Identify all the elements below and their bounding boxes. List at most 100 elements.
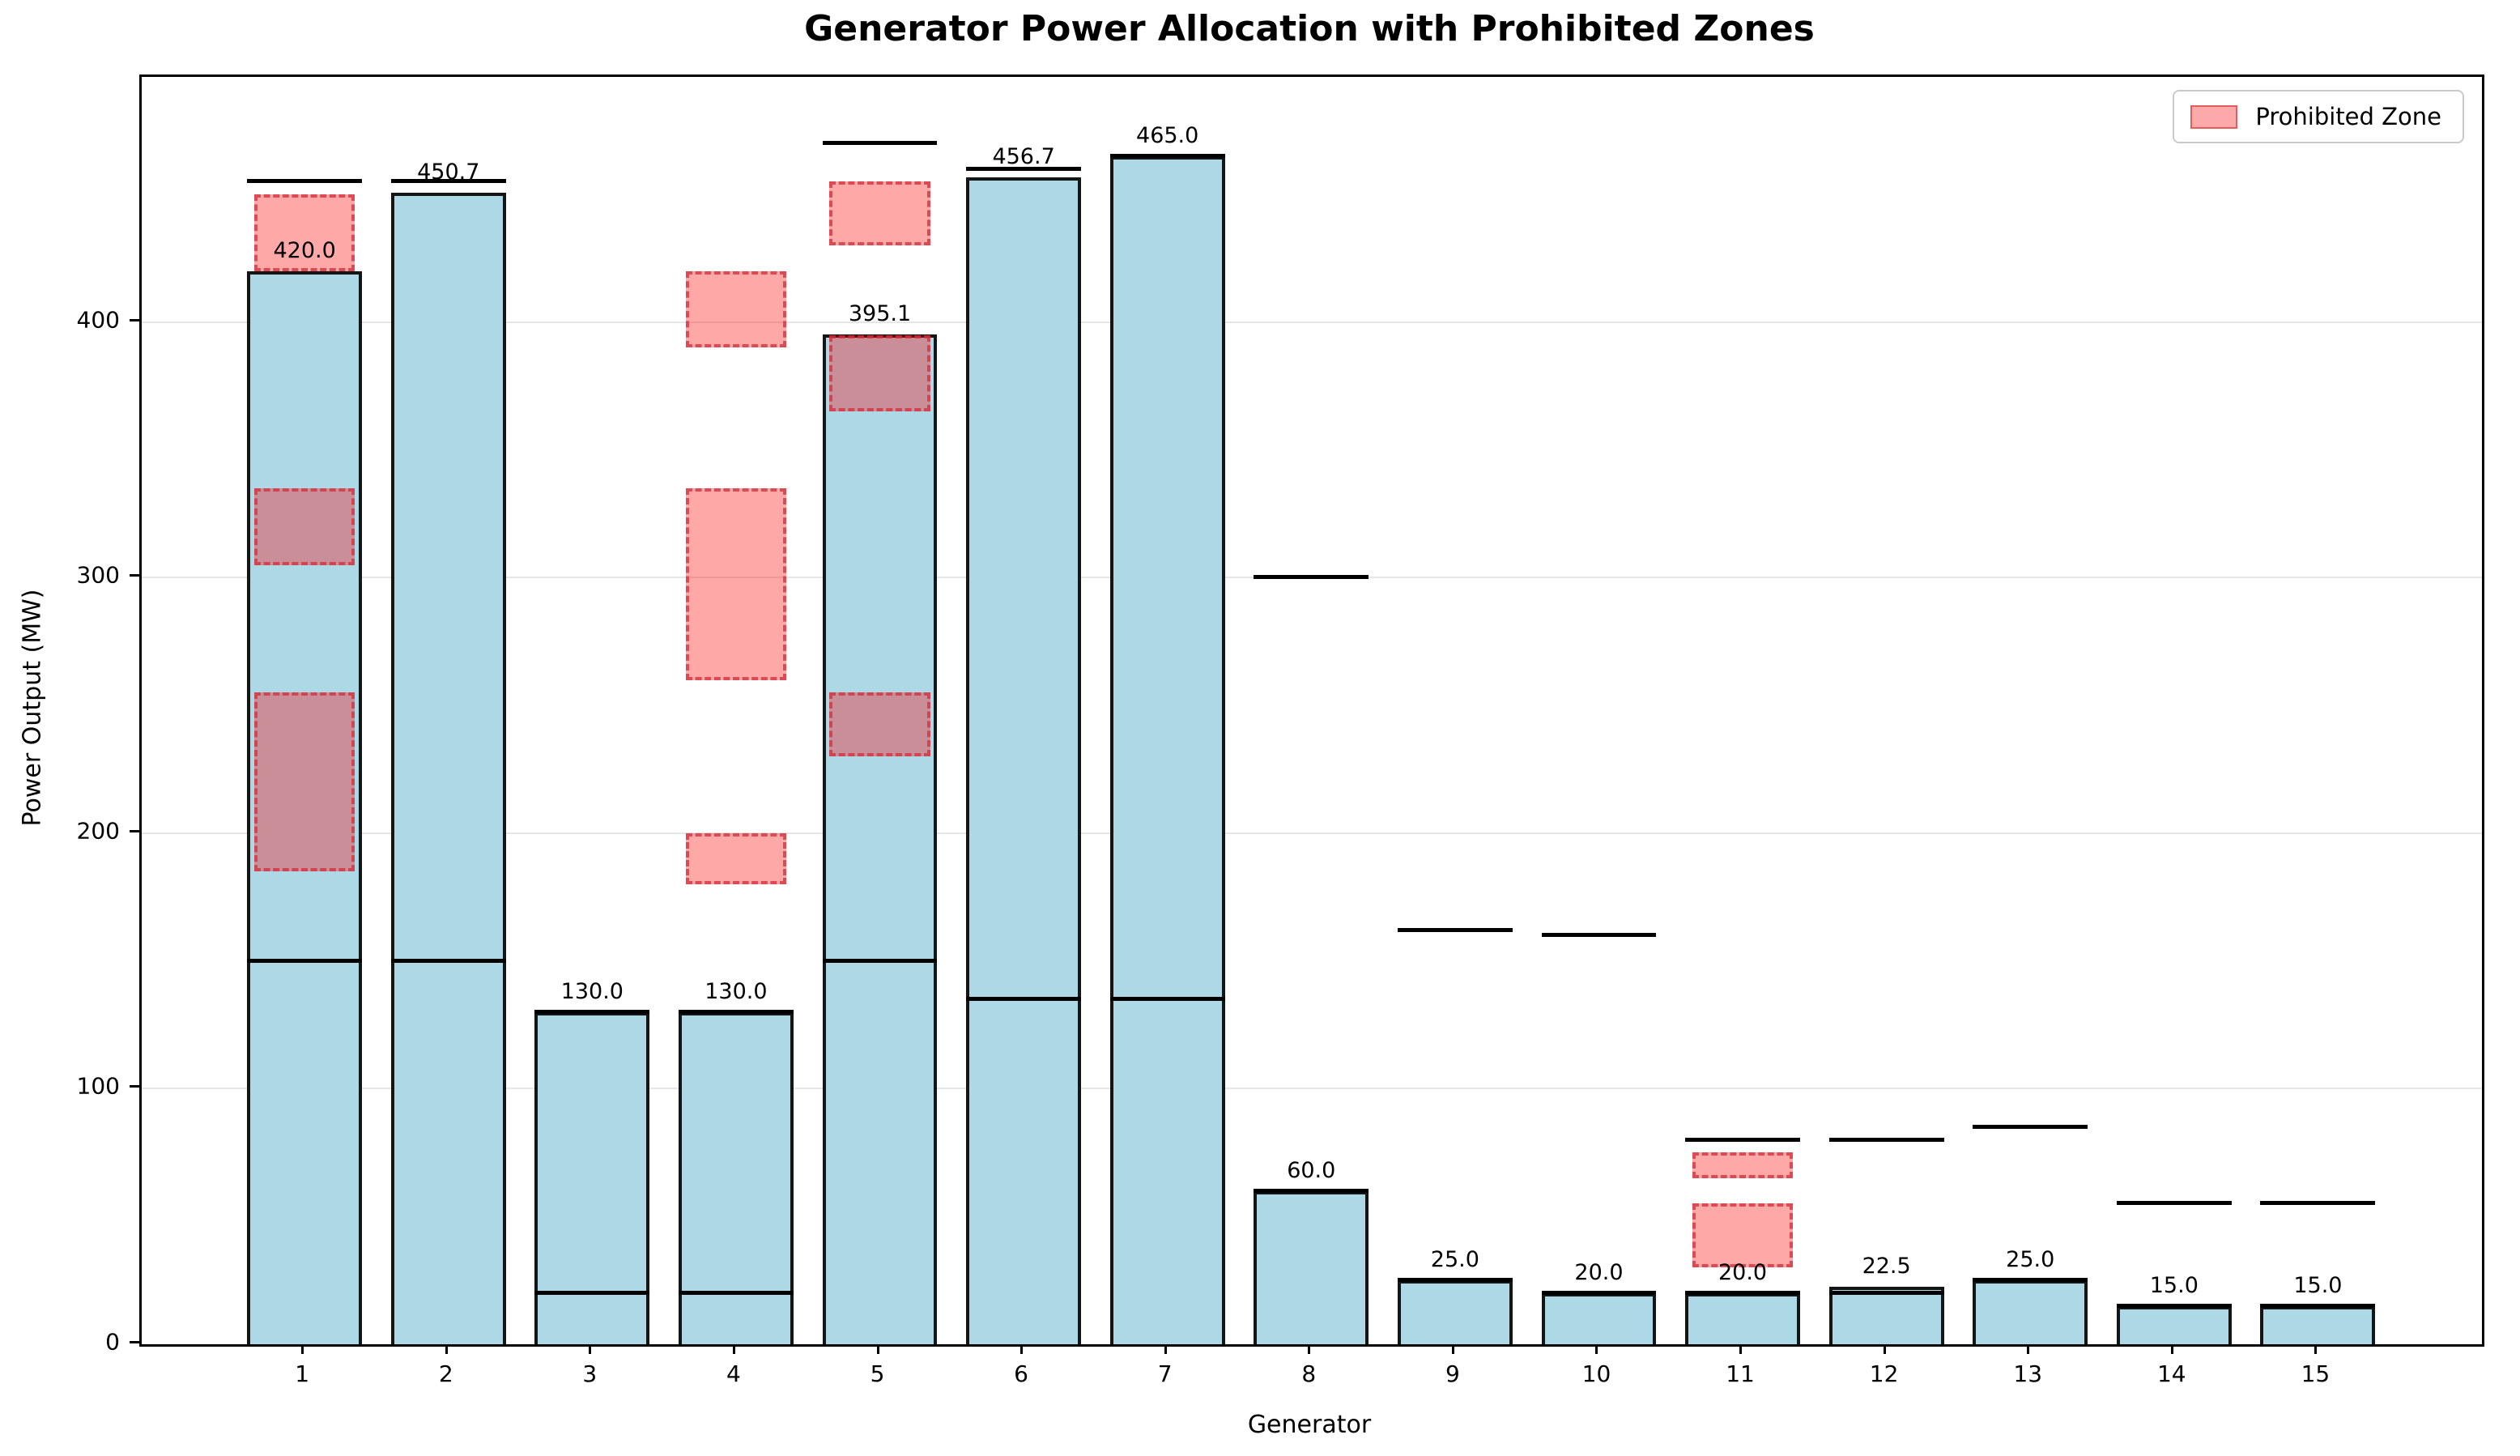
bar-generator-14 [2116, 1305, 2232, 1344]
bar-generator-4 [678, 1011, 794, 1344]
bar-generator-8 [1254, 1190, 1369, 1344]
x-tick-mark-4 [732, 1344, 735, 1354]
gridline-100 [142, 1088, 2482, 1090]
x-tick-label-13: 13 [2013, 1360, 2043, 1387]
x-tick-label-6: 6 [1014, 1360, 1029, 1387]
pmax-line-generator-9 [1397, 927, 1513, 932]
x-tick-mark-12 [1883, 1344, 1886, 1354]
prohibited-zone-generator-4-1 [685, 832, 787, 885]
pmin-line-generator-11 [1685, 1290, 1800, 1295]
prohibited-zone-generator-1-2 [254, 488, 355, 565]
value-label-generator-13: 25.0 [2006, 1247, 2055, 1273]
x-tick-label-8: 8 [1301, 1360, 1317, 1387]
bar-generator-13 [1973, 1280, 2088, 1344]
value-label-generator-5: 395.1 [848, 301, 912, 327]
bar-generator-9 [1397, 1280, 1513, 1344]
pmin-line-generator-9 [1397, 1278, 1513, 1283]
bar-generator-3 [534, 1011, 650, 1344]
bar-generator-15 [2260, 1305, 2376, 1344]
pmax-line-generator-4 [678, 1009, 794, 1014]
pmin-line-generator-7 [1109, 997, 1225, 1002]
value-label-generator-4: 130.0 [704, 978, 768, 1004]
prohibited-zone-generator-11-1 [1692, 1203, 1794, 1268]
x-tick-label-7: 7 [1157, 1360, 1173, 1387]
value-label-generator-7: 465.0 [1136, 122, 1199, 148]
x-tick-label-1: 1 [295, 1360, 310, 1387]
x-axis-label: Generator [1247, 1411, 1372, 1439]
bar-generator-12 [1828, 1287, 1944, 1344]
bar-generator-10 [1541, 1292, 1657, 1344]
x-tick-label-14: 14 [2156, 1360, 2186, 1387]
pmax-line-generator-13 [1973, 1124, 2088, 1129]
y-tick-mark-100 [130, 1085, 139, 1088]
pmax-line-generator-1 [247, 179, 363, 184]
x-tick-label-9: 9 [1445, 1360, 1460, 1387]
y-tick-label-300: 300 [76, 561, 120, 589]
pmax-line-generator-3 [534, 1009, 650, 1014]
pmax-line-generator-14 [2116, 1201, 2232, 1206]
pmin-line-generator-14 [2116, 1303, 2232, 1308]
prohibited-zone-generator-5-3 [829, 181, 930, 246]
x-tick-mark-15 [2314, 1344, 2318, 1354]
y-axis-label: Power Output (MW) [18, 589, 47, 827]
value-label-generator-10: 20.0 [1574, 1259, 1624, 1285]
x-tick-mark-9 [1451, 1344, 1454, 1354]
x-tick-label-2: 2 [438, 1360, 453, 1387]
bar-generator-2 [390, 192, 506, 1344]
x-tick-label-15: 15 [2301, 1360, 2331, 1387]
x-tick-mark-2 [445, 1344, 448, 1354]
x-tick-mark-7 [1164, 1344, 1167, 1354]
y-tick-mark-300 [130, 574, 139, 577]
x-tick-label-11: 11 [1726, 1360, 1755, 1387]
value-label-generator-3: 130.0 [560, 978, 624, 1004]
bar-generator-7 [1109, 155, 1225, 1344]
pmin-line-generator-1 [247, 958, 363, 963]
pmin-line-generator-13 [1973, 1278, 2088, 1283]
value-label-generator-11: 20.0 [1718, 1259, 1768, 1285]
prohibited-zone-generator-5-1 [829, 692, 930, 757]
pmin-line-generator-12 [1828, 1290, 1944, 1295]
legend-label: Prohibited Zone [2255, 103, 2441, 130]
value-label-generator-9: 25.0 [1430, 1247, 1479, 1273]
prohibited-zone-generator-1-3 [254, 194, 355, 271]
prohibited-zone-generator-11-2 [1692, 1152, 1794, 1178]
pmax-line-generator-7 [1109, 153, 1225, 158]
gridline-200 [142, 832, 2482, 834]
x-tick-mark-14 [2170, 1344, 2173, 1354]
bar-generator-6 [966, 177, 1082, 1344]
x-tick-label-12: 12 [1869, 1360, 1899, 1387]
plot-area: Prohibited Zone 420.0 450.7 130.0 130.0 395.… [139, 75, 2484, 1347]
prohibited-zone-generator-4-2 [685, 488, 787, 680]
legend: Prohibited Zone [2173, 90, 2464, 143]
x-tick-mark-10 [1595, 1344, 1598, 1354]
pmin-line-generator-8 [1254, 1188, 1369, 1193]
y-tick-mark-0 [130, 1341, 139, 1343]
pmax-line-generator-15 [2260, 1201, 2376, 1206]
pmax-line-generator-6 [966, 166, 1082, 171]
pmin-line-generator-4 [678, 1290, 794, 1295]
value-label-generator-15: 15.0 [2293, 1272, 2343, 1298]
value-label-generator-1: 420.0 [273, 237, 336, 263]
pmin-line-generator-15 [2260, 1303, 2376, 1308]
pmax-line-generator-5 [822, 141, 938, 146]
pmax-line-generator-11 [1685, 1137, 1800, 1142]
x-tick-mark-5 [876, 1344, 879, 1354]
pmax-line-generator-2 [390, 179, 506, 184]
x-tick-label-4: 4 [726, 1360, 741, 1387]
pmax-line-generator-12 [1828, 1137, 1944, 1142]
prohibited-zone-generator-1-1 [254, 692, 355, 872]
value-label-generator-6: 456.7 [992, 144, 1055, 170]
y-tick-label-0: 0 [105, 1328, 120, 1356]
prohibited-zone-generator-5-2 [829, 334, 930, 412]
value-label-generator-12: 22.5 [1862, 1254, 1911, 1279]
y-tick-mark-200 [130, 829, 139, 832]
gridline-400 [142, 321, 2482, 323]
pmin-line-generator-3 [534, 1290, 650, 1295]
pmin-line-generator-10 [1541, 1290, 1657, 1295]
value-label-generator-14: 15.0 [2149, 1272, 2199, 1298]
pmin-line-generator-2 [390, 958, 506, 963]
x-tick-mark-3 [589, 1344, 592, 1354]
prohibited-zone-swatch [2190, 104, 2238, 129]
y-tick-mark-400 [130, 318, 139, 321]
